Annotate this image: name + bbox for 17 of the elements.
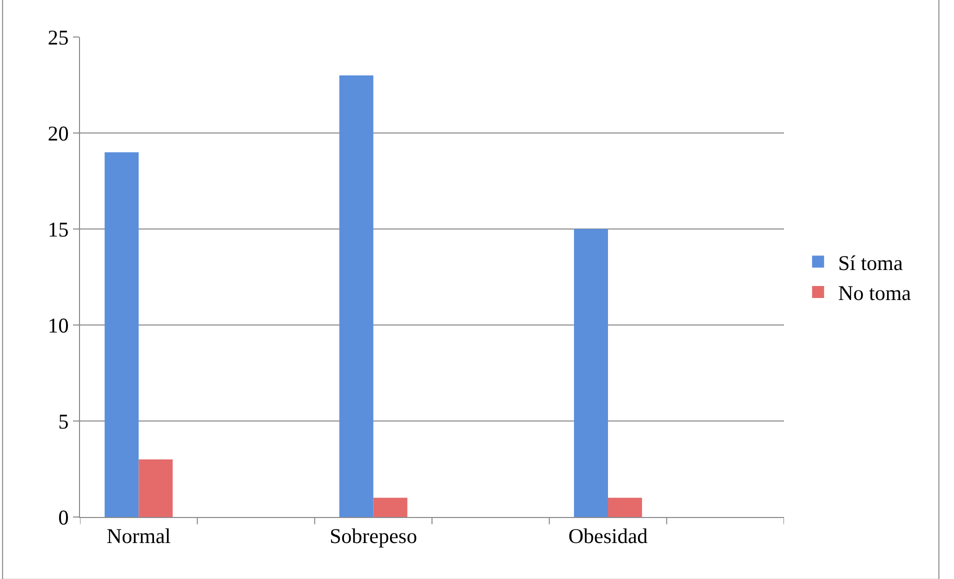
- y-tick-label: 10: [48, 313, 69, 338]
- bar: [339, 75, 374, 517]
- bar: [373, 498, 408, 517]
- legend-label: No toma: [838, 281, 912, 306]
- bar: [608, 498, 642, 517]
- y-tick-label: 20: [48, 121, 69, 146]
- y-tick-label: 5: [58, 409, 69, 434]
- x-tick-label: Sobrepeso: [330, 524, 418, 548]
- bar: [574, 229, 608, 517]
- legend-label: Sí toma: [838, 250, 904, 275]
- bar: [138, 459, 173, 517]
- y-tick-label: 15: [48, 217, 69, 242]
- x-tick-label: Normal: [106, 524, 171, 548]
- y-tick-label: 25: [48, 25, 69, 50]
- bar: [104, 152, 139, 517]
- y-tick-label: 0: [58, 505, 69, 530]
- x-tick-label: Obesidad: [568, 524, 648, 548]
